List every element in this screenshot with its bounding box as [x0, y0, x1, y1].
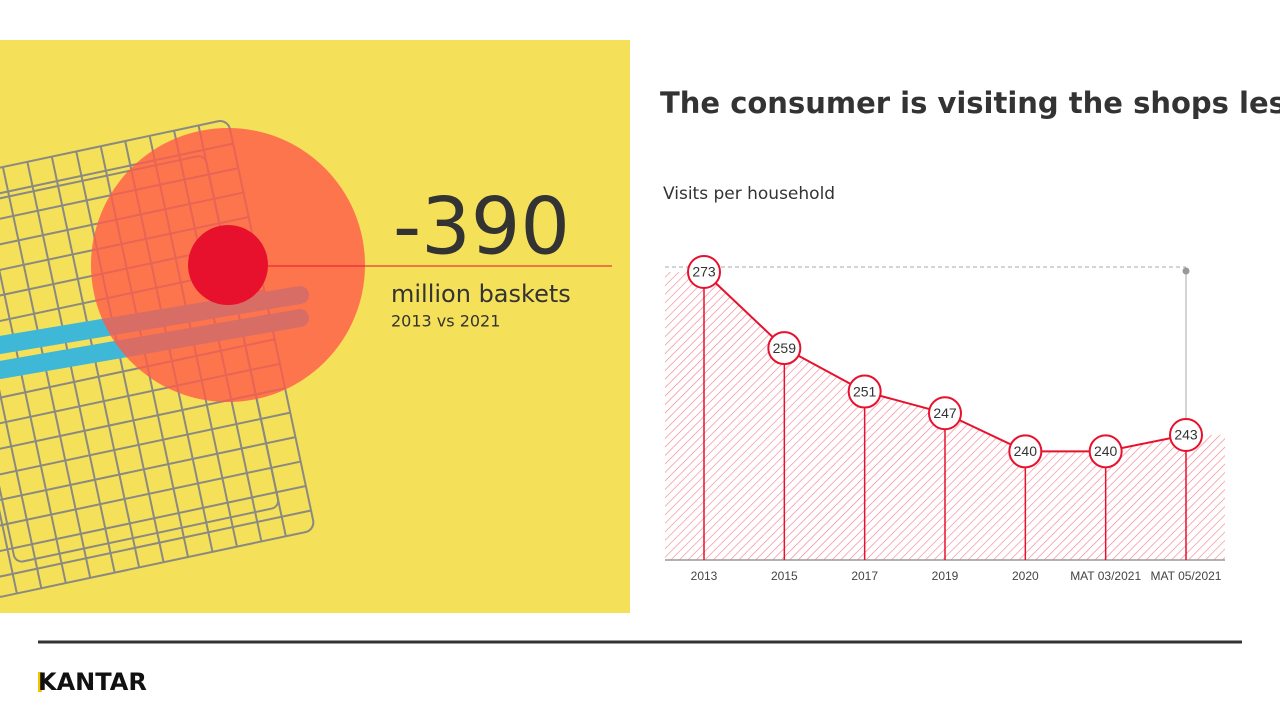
headline: -390	[393, 182, 570, 272]
x-tick-label: 2015	[771, 569, 798, 583]
data-label: 273	[692, 264, 716, 280]
headline-unit: million baskets	[391, 280, 571, 308]
data-label: 259	[773, 340, 797, 356]
logo-accent	[38, 672, 42, 692]
point	[1088, 434, 1123, 469]
basket-image	[0, 40, 630, 613]
x-tick-label: 2017	[851, 569, 878, 583]
chart-title: The consumer is visiting the shops less	[660, 86, 1280, 120]
point	[847, 374, 882, 409]
area-edge	[1186, 435, 1225, 560]
x-tick-label: 2013	[691, 569, 718, 583]
point	[1008, 434, 1043, 469]
area-edge	[665, 272, 704, 560]
point	[1169, 418, 1203, 453]
x-tick-label: 2019	[932, 569, 959, 583]
point	[767, 331, 802, 366]
x-tick-label: MAT 03/2021	[1070, 569, 1141, 583]
data-label: 247	[933, 405, 957, 421]
chart-subtitle: Visits per household	[663, 184, 835, 204]
headline-period: 2013 vs 2021	[391, 312, 500, 331]
x-tick-label: 2020	[1012, 569, 1039, 583]
data-label: 251	[853, 383, 877, 399]
data-label: 240	[1094, 443, 1118, 459]
point	[687, 255, 721, 289]
logo: KANTAR	[38, 668, 147, 696]
data-label: 240	[1014, 443, 1038, 459]
reference-dot	[1182, 267, 1190, 275]
x-tick-label: MAT 05/2021	[1151, 569, 1222, 583]
point	[928, 396, 962, 431]
data-label: 243	[1174, 427, 1198, 443]
